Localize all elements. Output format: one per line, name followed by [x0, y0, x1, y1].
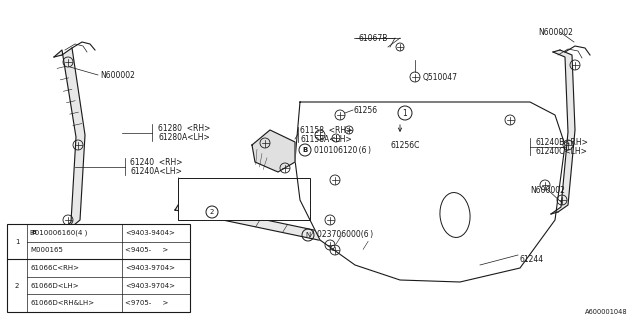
- Polygon shape: [252, 130, 295, 172]
- Text: B010006160(4 ): B010006160(4 ): [30, 229, 88, 236]
- Text: 61240B<RH>: 61240B<RH>: [535, 138, 588, 147]
- Text: <9705-     >: <9705- >: [125, 300, 168, 306]
- Text: N600002: N600002: [100, 70, 135, 79]
- Text: 61280A<LH>: 61280A<LH>: [158, 132, 210, 141]
- Text: N: N: [305, 232, 310, 238]
- Text: 61256C: 61256C: [390, 140, 419, 149]
- Polygon shape: [295, 102, 565, 282]
- Text: 010106120 (6 ): 010106120 (6 ): [314, 146, 371, 155]
- Text: 61066C<RH>: 61066C<RH>: [30, 265, 79, 271]
- Text: 61067B: 61067B: [358, 34, 387, 43]
- Text: 61256: 61256: [353, 106, 377, 115]
- Text: 61244: 61244: [520, 255, 544, 265]
- Bar: [178, 178, 310, 220]
- Text: 61240A<LH>: 61240A<LH>: [130, 166, 182, 175]
- Text: 61158A<LH>: 61158A<LH>: [300, 134, 352, 143]
- Text: Q510047: Q510047: [423, 73, 458, 82]
- Text: 2: 2: [15, 283, 19, 289]
- Text: B: B: [302, 147, 308, 153]
- Text: N600002: N600002: [530, 186, 565, 195]
- Text: N600002: N600002: [538, 28, 573, 36]
- Text: M000165: M000165: [30, 247, 63, 253]
- Text: <9405-     >: <9405- >: [125, 247, 168, 253]
- Text: N600002: N600002: [55, 233, 90, 242]
- Text: 61066D<LH>: 61066D<LH>: [30, 283, 79, 289]
- Text: B: B: [31, 230, 36, 235]
- Text: <9403-9704>: <9403-9704>: [125, 265, 175, 271]
- Text: 1: 1: [403, 108, 408, 117]
- Text: 61280  <RH>: 61280 <RH>: [158, 124, 211, 132]
- Text: 61158  <RH>: 61158 <RH>: [300, 125, 353, 134]
- Text: 2: 2: [210, 209, 214, 215]
- Text: 61066D<RH&LH>: 61066D<RH&LH>: [30, 300, 94, 306]
- Polygon shape: [50, 48, 85, 232]
- Text: A600001048: A600001048: [585, 309, 628, 315]
- Text: <9403-9404>: <9403-9404>: [125, 230, 175, 236]
- Text: <9403-9704>: <9403-9704>: [125, 283, 175, 289]
- Text: 61240C<LH>: 61240C<LH>: [535, 147, 587, 156]
- Text: 1: 1: [15, 239, 19, 244]
- Text: 023706000(6 ): 023706000(6 ): [317, 230, 373, 239]
- Bar: [7, 224, 190, 312]
- Ellipse shape: [440, 193, 470, 237]
- Text: 61240  <RH>: 61240 <RH>: [130, 157, 182, 166]
- Polygon shape: [551, 50, 575, 214]
- Polygon shape: [175, 202, 395, 255]
